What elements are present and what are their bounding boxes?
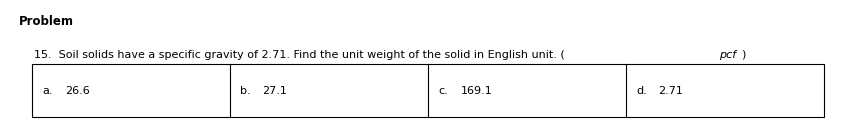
Text: Problem: Problem [19, 15, 74, 28]
Text: 15.  Soil solids have a specific gravity of 2.71. Find the unit weight of the so: 15. Soil solids have a specific gravity … [34, 50, 565, 60]
Text: 169.1: 169.1 [460, 86, 492, 95]
Text: ): ) [741, 50, 745, 60]
Text: pcf: pcf [719, 50, 736, 60]
Text: a.: a. [43, 86, 53, 95]
Text: 2.71: 2.71 [659, 86, 683, 95]
Text: d.: d. [637, 86, 647, 95]
Text: b.: b. [240, 86, 251, 95]
Bar [32, 64, 824, 117]
Text: c.: c. [438, 86, 448, 95]
Text: 26.6: 26.6 [65, 86, 89, 95]
Text: 27.1: 27.1 [262, 86, 288, 95]
